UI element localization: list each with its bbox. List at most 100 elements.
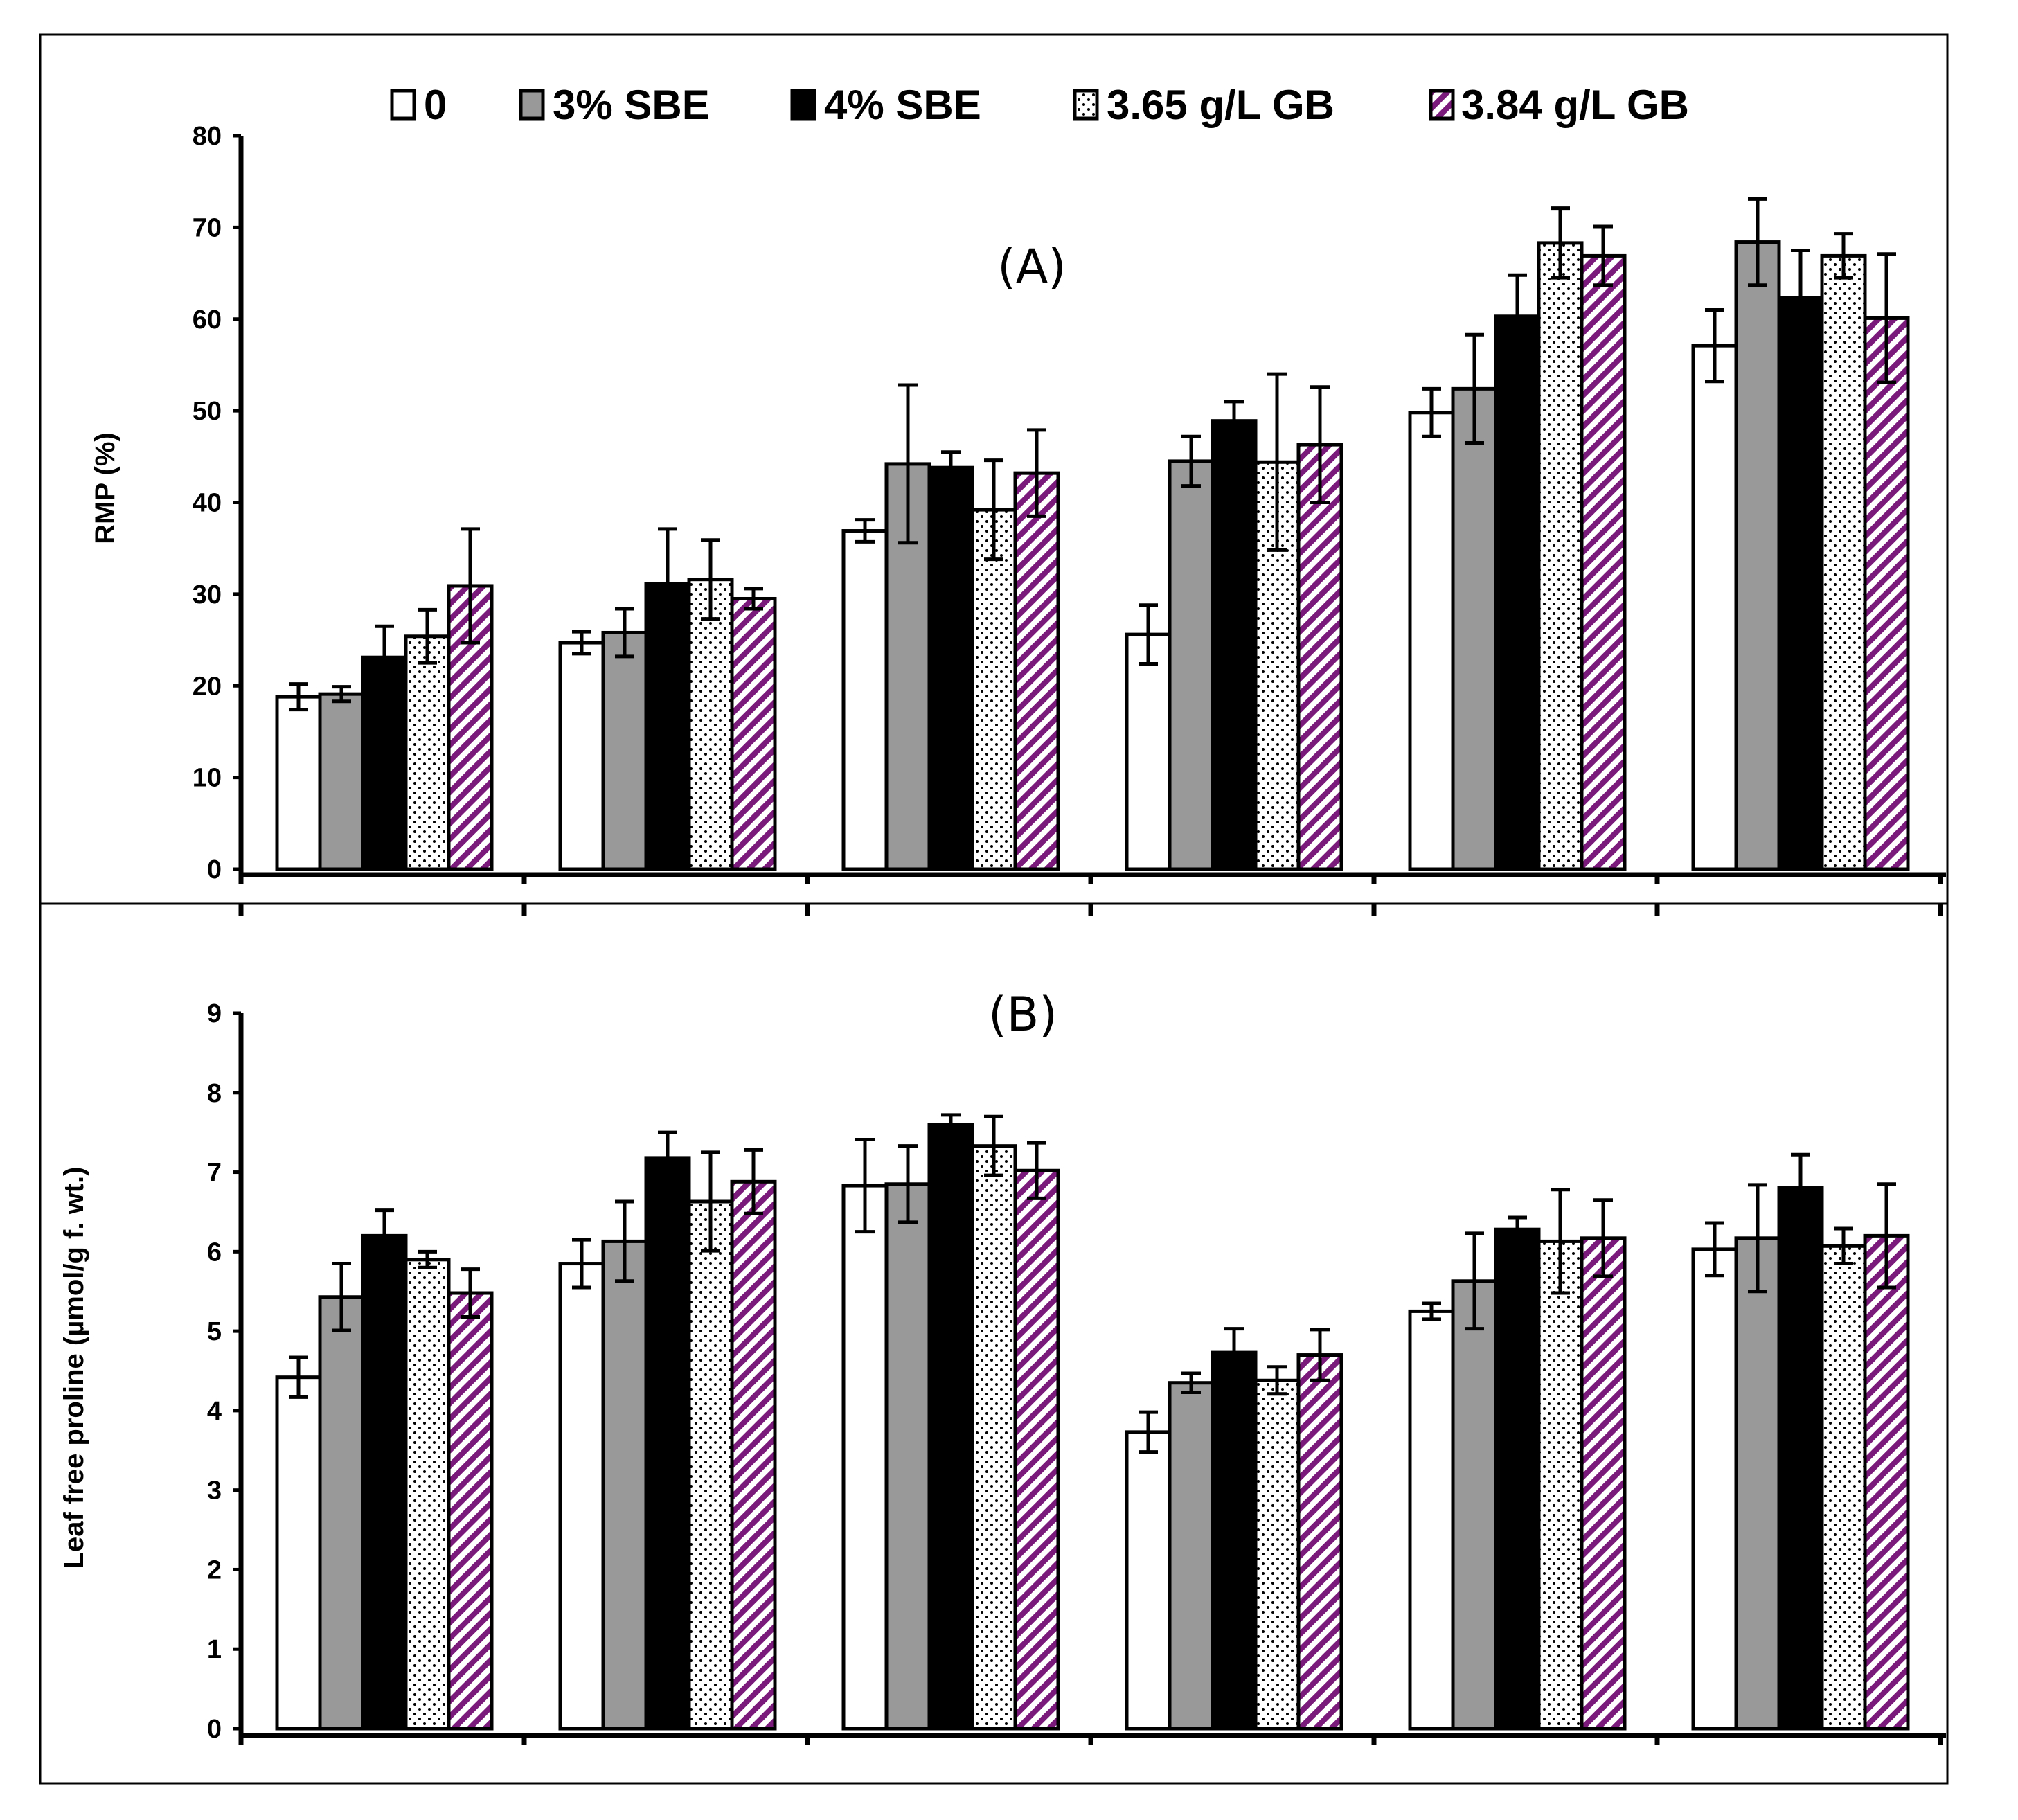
error-bar-b-0-group-3 <box>855 1137 875 1234</box>
error-bar-b-3-65-gb-group-1 <box>418 1249 437 1269</box>
error-bar-b-3pct-sbe-group-5 <box>1465 1231 1484 1331</box>
y-tick-label-b: 4 <box>207 1397 222 1426</box>
y-tick-label-a: 40 <box>193 489 222 518</box>
bar-b-4pct-sbe-group-2 <box>644 1156 691 1731</box>
y-tick-label-a: 80 <box>193 122 222 151</box>
error-bar-a-4pct-sbe-group-1 <box>375 624 394 690</box>
error-bar-a-3pct-sbe-group-5 <box>1465 332 1484 445</box>
legend-label-4pct-sbe: 4% SBE <box>824 82 981 128</box>
legend-swatch-3-65-gb <box>1073 89 1099 121</box>
legend-entry-3pct-sbe: 3% SBE <box>519 82 710 128</box>
bar-a-4pct-sbe-group-3 <box>927 465 974 871</box>
y-tick-label-b: 0 <box>207 1715 222 1744</box>
bar-b-3-84-gb-group-5 <box>1580 1236 1627 1731</box>
bar-b-3-84-gb-group-4 <box>1296 1353 1343 1731</box>
error-bar-a-4pct-sbe-group-4 <box>1224 400 1244 442</box>
legend: 0 3% SBE 4% SBE 3.65 g/L GB 3.84 g/L GB <box>390 82 1689 128</box>
error-bar-b-0-group-2 <box>572 1238 591 1290</box>
error-bar-a-0-group-4 <box>1139 603 1158 666</box>
y-tick-label-b: 9 <box>207 999 222 1028</box>
error-bar-a-3pct-sbe-group-1 <box>332 685 351 704</box>
error-bar-a-3pct-sbe-group-3 <box>898 383 918 545</box>
panel-b-frame <box>39 902 1949 1785</box>
bar-b-3pct-sbe-group-2 <box>601 1239 648 1731</box>
legend-label-3pct-sbe: 3% SBE <box>553 82 710 128</box>
bar-a-3pct-sbe-group-5 <box>1451 386 1498 871</box>
error-bar-b-3-65-gb-group-5 <box>1551 1188 1570 1295</box>
error-bar-a-3pct-sbe-group-6 <box>1748 197 1767 287</box>
y-tick-label-b: 1 <box>207 1635 222 1664</box>
bar-b-3-65-gb-group-2 <box>687 1199 734 1731</box>
error-bar-a-0-group-2 <box>572 630 591 656</box>
bar-b-3pct-sbe-group-3 <box>884 1182 931 1731</box>
bar-a-0-group-3 <box>841 529 889 871</box>
y-tick-label-b: 7 <box>207 1159 222 1188</box>
error-bar-a-3-65-gb-group-1 <box>418 607 437 665</box>
error-bar-b-4pct-sbe-group-5 <box>1508 1215 1527 1243</box>
bar-b-4pct-sbe-group-4 <box>1211 1350 1258 1731</box>
bar-a-3pct-sbe-group-6 <box>1734 240 1781 871</box>
error-bar-a-3pct-sbe-group-2 <box>615 607 634 659</box>
bar-b-4pct-sbe-group-5 <box>1494 1227 1541 1731</box>
bar-a-4pct-sbe-group-6 <box>1777 296 1824 871</box>
error-bar-b-0-group-5 <box>1422 1301 1441 1321</box>
legend-label-0: 0 <box>424 82 447 128</box>
bar-a-3-84-gb-group-6 <box>1863 316 1910 871</box>
error-bar-a-0-group-1 <box>289 682 308 712</box>
y-tick-label-a: 60 <box>193 305 222 334</box>
panel-a-label: (A) <box>997 240 1066 294</box>
bar-b-3-65-gb-group-5 <box>1537 1239 1584 1731</box>
bar-a-3-84-gb-group-3 <box>1013 471 1060 871</box>
error-bar-b-3-65-gb-group-6 <box>1834 1226 1853 1266</box>
error-bar-a-3-84-gb-group-6 <box>1877 252 1896 384</box>
legend-swatch-4pct-sbe <box>790 89 816 121</box>
error-bar-b-4pct-sbe-group-4 <box>1224 1327 1244 1379</box>
error-bar-a-3-65-gb-group-5 <box>1551 206 1570 280</box>
legend-label-3-65-gb: 3.65 g/L GB <box>1107 82 1334 128</box>
y-tick-label-a: 20 <box>193 672 222 701</box>
error-bar-a-3-65-gb-group-2 <box>701 538 720 621</box>
bar-b-3-84-gb-group-6 <box>1863 1233 1910 1731</box>
bar-b-3-84-gb-group-2 <box>730 1179 777 1731</box>
error-bar-a-3-65-gb-group-4 <box>1267 372 1287 552</box>
bar-a-0-group-4 <box>1125 632 1172 871</box>
y-tick-label-b: 8 <box>207 1079 222 1108</box>
error-bar-b-3-84-gb-group-4 <box>1310 1328 1330 1382</box>
bar-a-0-group-2 <box>558 641 605 871</box>
bar-a-4pct-sbe-group-5 <box>1494 314 1541 871</box>
error-bar-a-3-84-gb-group-1 <box>461 527 480 645</box>
bar-b-3-65-gb-group-3 <box>970 1144 1017 1731</box>
bar-b-0-group-1 <box>275 1375 322 1731</box>
legend-entry-4pct-sbe: 4% SBE <box>790 82 981 128</box>
bar-b-0-group-3 <box>841 1184 889 1731</box>
error-bar-b-3pct-sbe-group-4 <box>1181 1371 1201 1394</box>
bar-b-3-65-gb-group-4 <box>1253 1378 1301 1731</box>
bar-b-0-group-5 <box>1408 1309 1455 1731</box>
error-bar-b-3-84-gb-group-3 <box>1027 1141 1046 1200</box>
legend-entry-0: 0 <box>390 82 447 128</box>
y-tick-label-a: 10 <box>193 764 222 793</box>
bar-b-3-65-gb-group-6 <box>1820 1244 1867 1731</box>
bar-a-3-65-gb-group-6 <box>1820 253 1867 871</box>
error-bar-b-3pct-sbe-group-6 <box>1748 1183 1767 1294</box>
y-tick-label-a: 0 <box>207 855 222 884</box>
bar-b-3pct-sbe-group-6 <box>1734 1236 1781 1731</box>
error-bar-a-3-84-gb-group-3 <box>1027 428 1046 518</box>
error-bar-a-4pct-sbe-group-2 <box>658 527 677 641</box>
panel-b-y-axis-title: Leaf free proline (µmol/g f. wt.) <box>59 1167 89 1569</box>
bar-b-3pct-sbe-group-1 <box>318 1295 365 1731</box>
bar-b-3pct-sbe-group-4 <box>1168 1381 1215 1731</box>
bar-b-3pct-sbe-group-5 <box>1451 1279 1498 1731</box>
error-bar-b-4pct-sbe-group-1 <box>375 1208 394 1263</box>
bar-a-3-65-gb-group-3 <box>970 508 1017 871</box>
error-bar-a-4pct-sbe-group-6 <box>1791 248 1810 348</box>
error-bar-b-0-group-4 <box>1139 1410 1158 1454</box>
bar-a-3-84-gb-group-2 <box>730 596 777 871</box>
y-tick-label-a: 50 <box>193 397 222 426</box>
error-bar-a-3-84-gb-group-5 <box>1593 224 1613 287</box>
legend-swatch-3pct-sbe <box>519 89 545 121</box>
bar-a-0-group-6 <box>1691 344 1738 871</box>
error-bar-b-3pct-sbe-group-1 <box>332 1262 351 1332</box>
bar-b-3-84-gb-group-1 <box>447 1291 494 1731</box>
bar-a-4pct-sbe-group-1 <box>361 655 408 871</box>
